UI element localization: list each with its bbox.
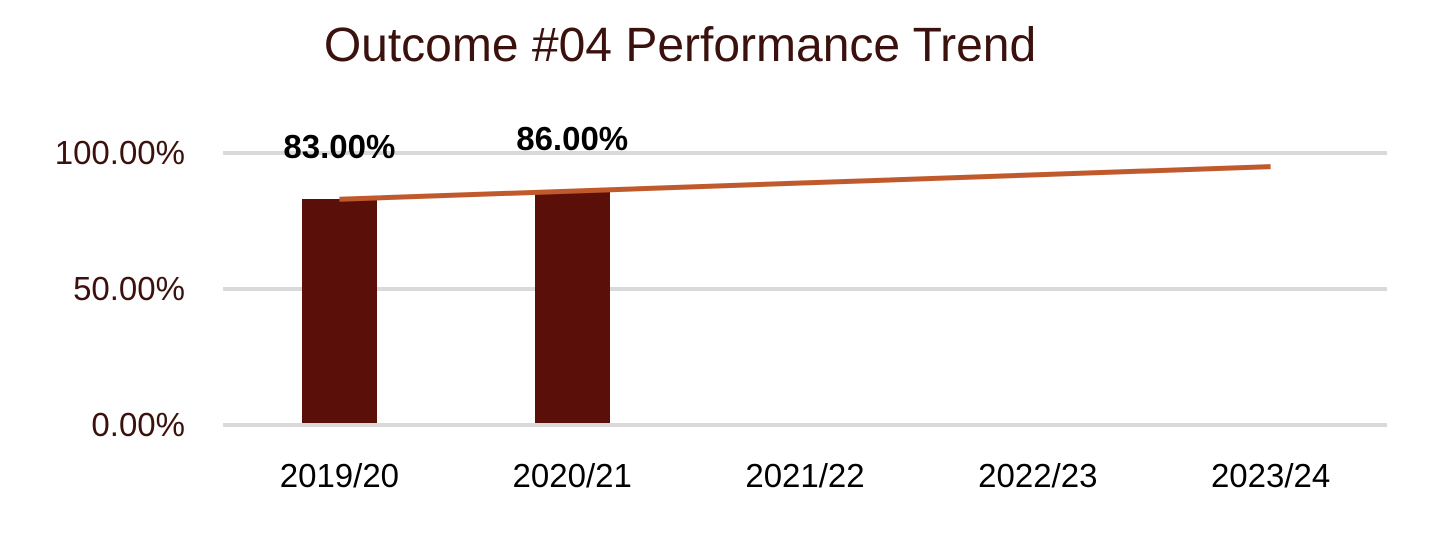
y-axis-tick-label: 100.00% [54,134,185,171]
gridline [223,423,1387,427]
x-axis-tick-label-2021-22: 2021/22 [745,457,865,494]
y-axis-tick-label: 50.00% [73,270,185,307]
data-label-2020-21: 86.00% [516,120,629,158]
x-axis-tick-label-2023-24: 2023/24 [1210,457,1331,494]
x-axis-tick-label-2020-21: 2020/21 [512,457,632,494]
chart-title: Outcome #04 Performance Trend [323,19,1037,72]
data-label-2019-20: 83.00% [283,128,396,166]
y-axis-tick-label: 0.00% [91,406,185,443]
bar-2020-21 [534,191,610,423]
gridline [223,151,1387,155]
gridline [223,287,1387,291]
x-axis-tick-label-2022-23: 2022/23 [978,457,1098,494]
bar-2019-20 [301,199,377,423]
x-axis-tick-label-2019-20: 2019/20 [279,457,400,494]
